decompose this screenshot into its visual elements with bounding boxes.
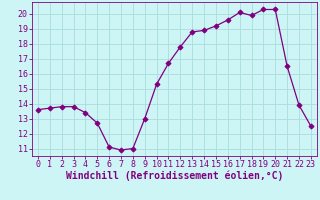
X-axis label: Windchill (Refroidissement éolien,°C): Windchill (Refroidissement éolien,°C) — [66, 171, 283, 181]
